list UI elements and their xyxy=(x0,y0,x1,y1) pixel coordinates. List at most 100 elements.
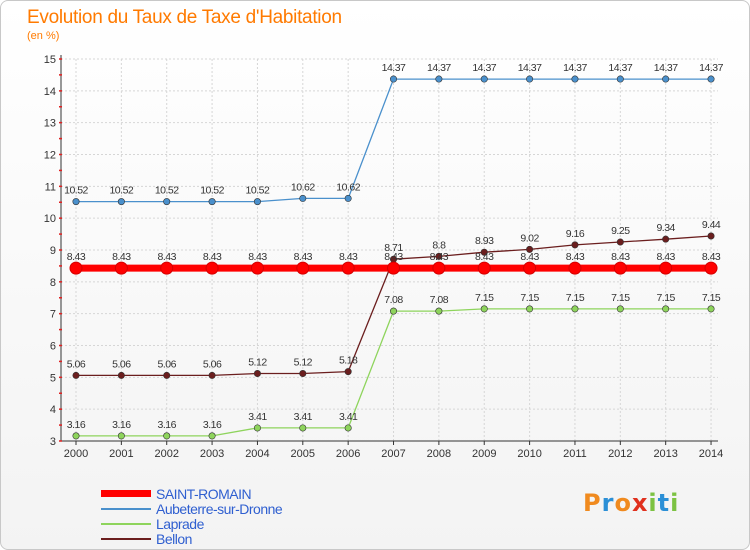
data-label: 14.37 xyxy=(608,62,632,74)
data-point xyxy=(480,305,488,313)
x-tick-label: 2009 xyxy=(472,448,496,460)
data-point xyxy=(253,370,261,378)
data-label: 8.43 xyxy=(294,251,313,263)
data-label: 3.16 xyxy=(67,419,86,431)
data-label: 7.15 xyxy=(656,292,675,304)
data-point xyxy=(163,432,171,440)
legend-swatch xyxy=(101,508,151,510)
chart-title: Evolution du Taux de Taxe d'Habitation xyxy=(27,7,342,28)
data-point xyxy=(523,261,537,275)
data-label: 8.43 xyxy=(430,251,449,263)
data-label: 3.16 xyxy=(112,419,131,431)
data-point xyxy=(208,432,216,440)
data-point xyxy=(707,232,715,240)
y-tick-label: 11 xyxy=(45,181,56,193)
data-label: 10.52 xyxy=(246,185,270,197)
data-label: 8.43 xyxy=(656,251,675,263)
data-point xyxy=(69,261,83,275)
data-label: 8.43 xyxy=(248,251,267,263)
data-label: 3.41 xyxy=(248,411,267,423)
data-label: 14.37 xyxy=(699,62,723,74)
y-tick-label: 10 xyxy=(44,213,56,225)
y-tick-label: 5 xyxy=(50,372,56,384)
data-label: 3.16 xyxy=(203,419,222,431)
data-point xyxy=(477,261,491,275)
data-point xyxy=(208,198,216,206)
data-label: 3.41 xyxy=(294,411,313,423)
data-label: 5.06 xyxy=(158,358,177,370)
data-label: 7.15 xyxy=(702,292,721,304)
data-label: 3.16 xyxy=(158,419,177,431)
data-label: 3.41 xyxy=(339,411,358,423)
data-point xyxy=(390,307,398,315)
y-tick-label: 4 xyxy=(50,404,56,416)
data-point xyxy=(114,261,128,275)
data-point xyxy=(163,198,171,206)
data-label: 5.06 xyxy=(67,358,86,370)
data-point xyxy=(571,75,579,83)
x-tick-label: 2001 xyxy=(109,448,133,460)
chart-subtitle: (en %) xyxy=(27,30,60,42)
data-point xyxy=(613,261,627,275)
data-point xyxy=(341,261,355,275)
data-label: 8.43 xyxy=(203,251,222,263)
data-label: 5.06 xyxy=(203,358,222,370)
data-point xyxy=(616,238,624,246)
data-point xyxy=(480,248,488,256)
data-point xyxy=(344,194,352,202)
data-point xyxy=(117,371,125,379)
data-label: 14.37 xyxy=(518,62,542,74)
data-point xyxy=(253,424,261,432)
data-label: 8.43 xyxy=(339,251,358,263)
data-label: 5.12 xyxy=(294,357,313,369)
data-label: 14.37 xyxy=(563,62,587,74)
data-point xyxy=(299,424,307,432)
x-tick-label: 2007 xyxy=(381,448,405,460)
data-point xyxy=(390,75,398,83)
data-point xyxy=(526,245,534,253)
data-point xyxy=(662,305,670,313)
data-label: 10.52 xyxy=(109,185,133,197)
data-label: 5.12 xyxy=(248,357,267,369)
data-label: 8.43 xyxy=(702,251,721,263)
logo-letter: P xyxy=(583,489,602,517)
data-label: 8.43 xyxy=(384,251,403,263)
data-point xyxy=(662,75,670,83)
data-label: 14.37 xyxy=(382,62,406,74)
data-point xyxy=(160,261,174,275)
data-point xyxy=(707,75,715,83)
data-point xyxy=(344,424,352,432)
data-point xyxy=(117,198,125,206)
data-label: 10.62 xyxy=(336,181,360,193)
data-point xyxy=(72,198,80,206)
y-tick-label: 9 xyxy=(50,245,56,257)
legend-swatch xyxy=(101,538,151,540)
data-label: 7.15 xyxy=(611,292,630,304)
legend-label: SAINT-ROMAIN xyxy=(156,486,252,502)
x-tick-label: 2000 xyxy=(64,448,88,460)
data-label: 7.15 xyxy=(566,292,585,304)
data-label: 9.44 xyxy=(702,219,721,231)
data-point xyxy=(253,198,261,206)
logo-letter: o xyxy=(614,489,632,517)
data-label: 7.08 xyxy=(430,294,449,306)
x-tick-label: 2013 xyxy=(653,448,677,460)
y-tick-label: 13 xyxy=(44,118,56,130)
data-point xyxy=(659,261,673,275)
logo-letter: r xyxy=(601,489,615,517)
data-point xyxy=(662,235,670,243)
logo-letter: i xyxy=(648,489,658,517)
logo-letter: t xyxy=(657,489,671,517)
data-label: 14.37 xyxy=(472,62,496,74)
data-label: 8.43 xyxy=(475,251,494,263)
data-point xyxy=(435,252,443,260)
y-tick-label: 6 xyxy=(50,341,56,353)
data-label: 8.8 xyxy=(432,239,446,251)
data-label: 10.52 xyxy=(155,185,179,197)
data-point xyxy=(526,305,534,313)
data-label: 8.93 xyxy=(475,235,494,247)
data-point xyxy=(117,432,125,440)
data-label: 10.52 xyxy=(64,185,88,197)
legend-label: Bellon xyxy=(156,531,192,547)
data-point xyxy=(163,371,171,379)
